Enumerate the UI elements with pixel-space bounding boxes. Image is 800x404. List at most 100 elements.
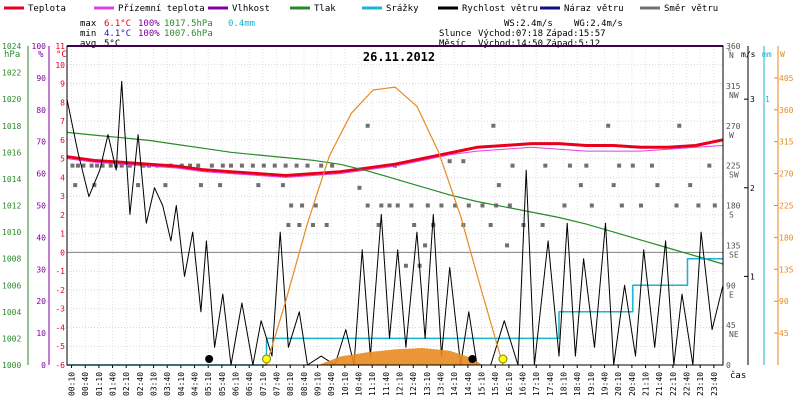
wind-direction-point xyxy=(655,183,660,188)
x-tick: 10:10 xyxy=(341,372,350,396)
wind-direction-point xyxy=(567,163,572,168)
stat-label: min xyxy=(80,29,96,39)
legend-label: Teplota xyxy=(28,4,66,14)
x-tick: 22:40 xyxy=(683,372,692,396)
series-line-0 xyxy=(66,138,724,177)
stat-temp: 6.1°C xyxy=(104,19,131,29)
wind-direction-point xyxy=(365,203,370,208)
wind-direction-point xyxy=(81,163,86,168)
wind-direction-point xyxy=(300,203,305,208)
x-tick: 21:10 xyxy=(642,372,651,396)
x-axis-label: čas xyxy=(730,370,746,381)
solar-tick: 360 xyxy=(779,106,794,115)
legend-label: Přízemní teplota xyxy=(118,4,205,14)
sunrise-marker xyxy=(262,354,272,364)
wind-direction-point xyxy=(589,203,594,208)
percent-tick: 10 xyxy=(36,329,46,338)
wind-direction-point xyxy=(313,203,318,208)
x-tick: 00:40 xyxy=(81,372,90,396)
celsius-tick: 2 xyxy=(60,211,65,220)
celsius-tick: 9 xyxy=(60,80,65,89)
legend-item-2: Vlhkost xyxy=(208,4,270,14)
x-tick: 15:40 xyxy=(491,372,500,396)
legend-item-3: Tlak xyxy=(290,4,336,14)
series-line-5 xyxy=(66,80,724,366)
x-tick: 19:40 xyxy=(601,372,610,396)
x-tick: 09:40 xyxy=(327,372,336,396)
x-tick: 05:10 xyxy=(204,372,213,396)
wind-direction-point xyxy=(95,163,100,168)
percent-tick: 20 xyxy=(36,297,46,306)
wind-direction-point xyxy=(289,203,294,208)
wind-direction-point xyxy=(305,163,310,168)
wind-direction-point xyxy=(311,222,315,227)
direction-label: N xyxy=(729,51,734,60)
sunset-marker xyxy=(498,354,508,364)
wind-direction-point xyxy=(584,163,589,168)
x-tick: 18:10 xyxy=(560,372,569,396)
percent-tick: 0 xyxy=(41,361,46,370)
hpa-tick: 1022 xyxy=(2,69,21,78)
wind-direction-point xyxy=(453,203,458,208)
celsius-tick: 5 xyxy=(60,155,65,164)
direction-tick: 0 xyxy=(726,361,731,370)
wind-direction-point xyxy=(220,163,225,168)
x-tick: 20:40 xyxy=(628,372,637,396)
wind-direction-point xyxy=(357,185,362,190)
wind-direction-point xyxy=(188,163,192,168)
wind-direction-point xyxy=(319,163,324,168)
direction-unit: ° xyxy=(727,48,732,57)
sun-set: Západ:15:57 xyxy=(546,29,606,39)
x-tick: 11:10 xyxy=(368,372,377,396)
direction-label: SW xyxy=(729,171,739,180)
sun-rise: Východ:07:18 xyxy=(478,29,543,39)
stat-humidity: 100% xyxy=(138,29,160,39)
wind-direction-point xyxy=(280,183,285,188)
wind-direction-point xyxy=(409,203,414,208)
plot-border xyxy=(66,45,724,366)
series-line-3 xyxy=(66,131,724,265)
x-tick: 01:40 xyxy=(109,372,118,396)
solar-tick: 315 xyxy=(779,138,794,147)
x-tick: 06:40 xyxy=(245,372,254,396)
wind-direction-point xyxy=(510,163,515,168)
stat-rain: 0.4mm xyxy=(228,19,255,29)
celsius-tick: -4 xyxy=(55,323,65,332)
percent-tick: 40 xyxy=(36,233,46,242)
wind-direction-point xyxy=(507,203,512,208)
x-tick: 15:10 xyxy=(478,372,487,396)
celsius-tick: 6 xyxy=(60,136,65,145)
wind-direction-point xyxy=(229,163,233,168)
wind-direction-point xyxy=(540,222,545,227)
legend-item-4: Srážky xyxy=(362,4,419,14)
celsius-tick: -3 xyxy=(55,305,65,314)
markers xyxy=(205,354,508,364)
x-tick: 04:40 xyxy=(191,372,200,396)
hpa-tick: 1024 xyxy=(2,42,21,51)
direction-label: NW xyxy=(729,91,739,100)
x-tick: 08:40 xyxy=(300,372,309,396)
legend-label: Tlak xyxy=(314,4,336,14)
x-tick: 18:40 xyxy=(573,372,582,396)
x-tick: 08:10 xyxy=(286,372,295,396)
celsius-tick: 10 xyxy=(55,61,65,70)
direction-tick: 90 xyxy=(726,281,736,290)
celsius-tick: 0 xyxy=(60,248,65,257)
celsius-tick: -2 xyxy=(55,286,65,295)
x-tick: 02:40 xyxy=(136,372,145,396)
legend-item-7: Směr větru xyxy=(640,4,718,14)
legend-label: Náraz větru xyxy=(564,4,624,14)
solar-base-area xyxy=(318,348,483,365)
legend: Teplota Přízemní teplota Vlhkost Tlak Srážky… xyxy=(4,4,718,14)
wind-direction-point xyxy=(250,163,255,168)
legend-label: Vlhkost xyxy=(232,4,270,14)
celsius-tick: -1 xyxy=(55,267,65,276)
wind-direction-point xyxy=(387,203,392,208)
wind-direction-point xyxy=(100,163,105,168)
solar-tick: 225 xyxy=(779,202,794,211)
percent-tick: 50 xyxy=(36,202,46,211)
direction-tick: 360 xyxy=(726,42,741,51)
x-tick: 03:40 xyxy=(163,372,172,396)
direction-label: W xyxy=(729,131,734,140)
